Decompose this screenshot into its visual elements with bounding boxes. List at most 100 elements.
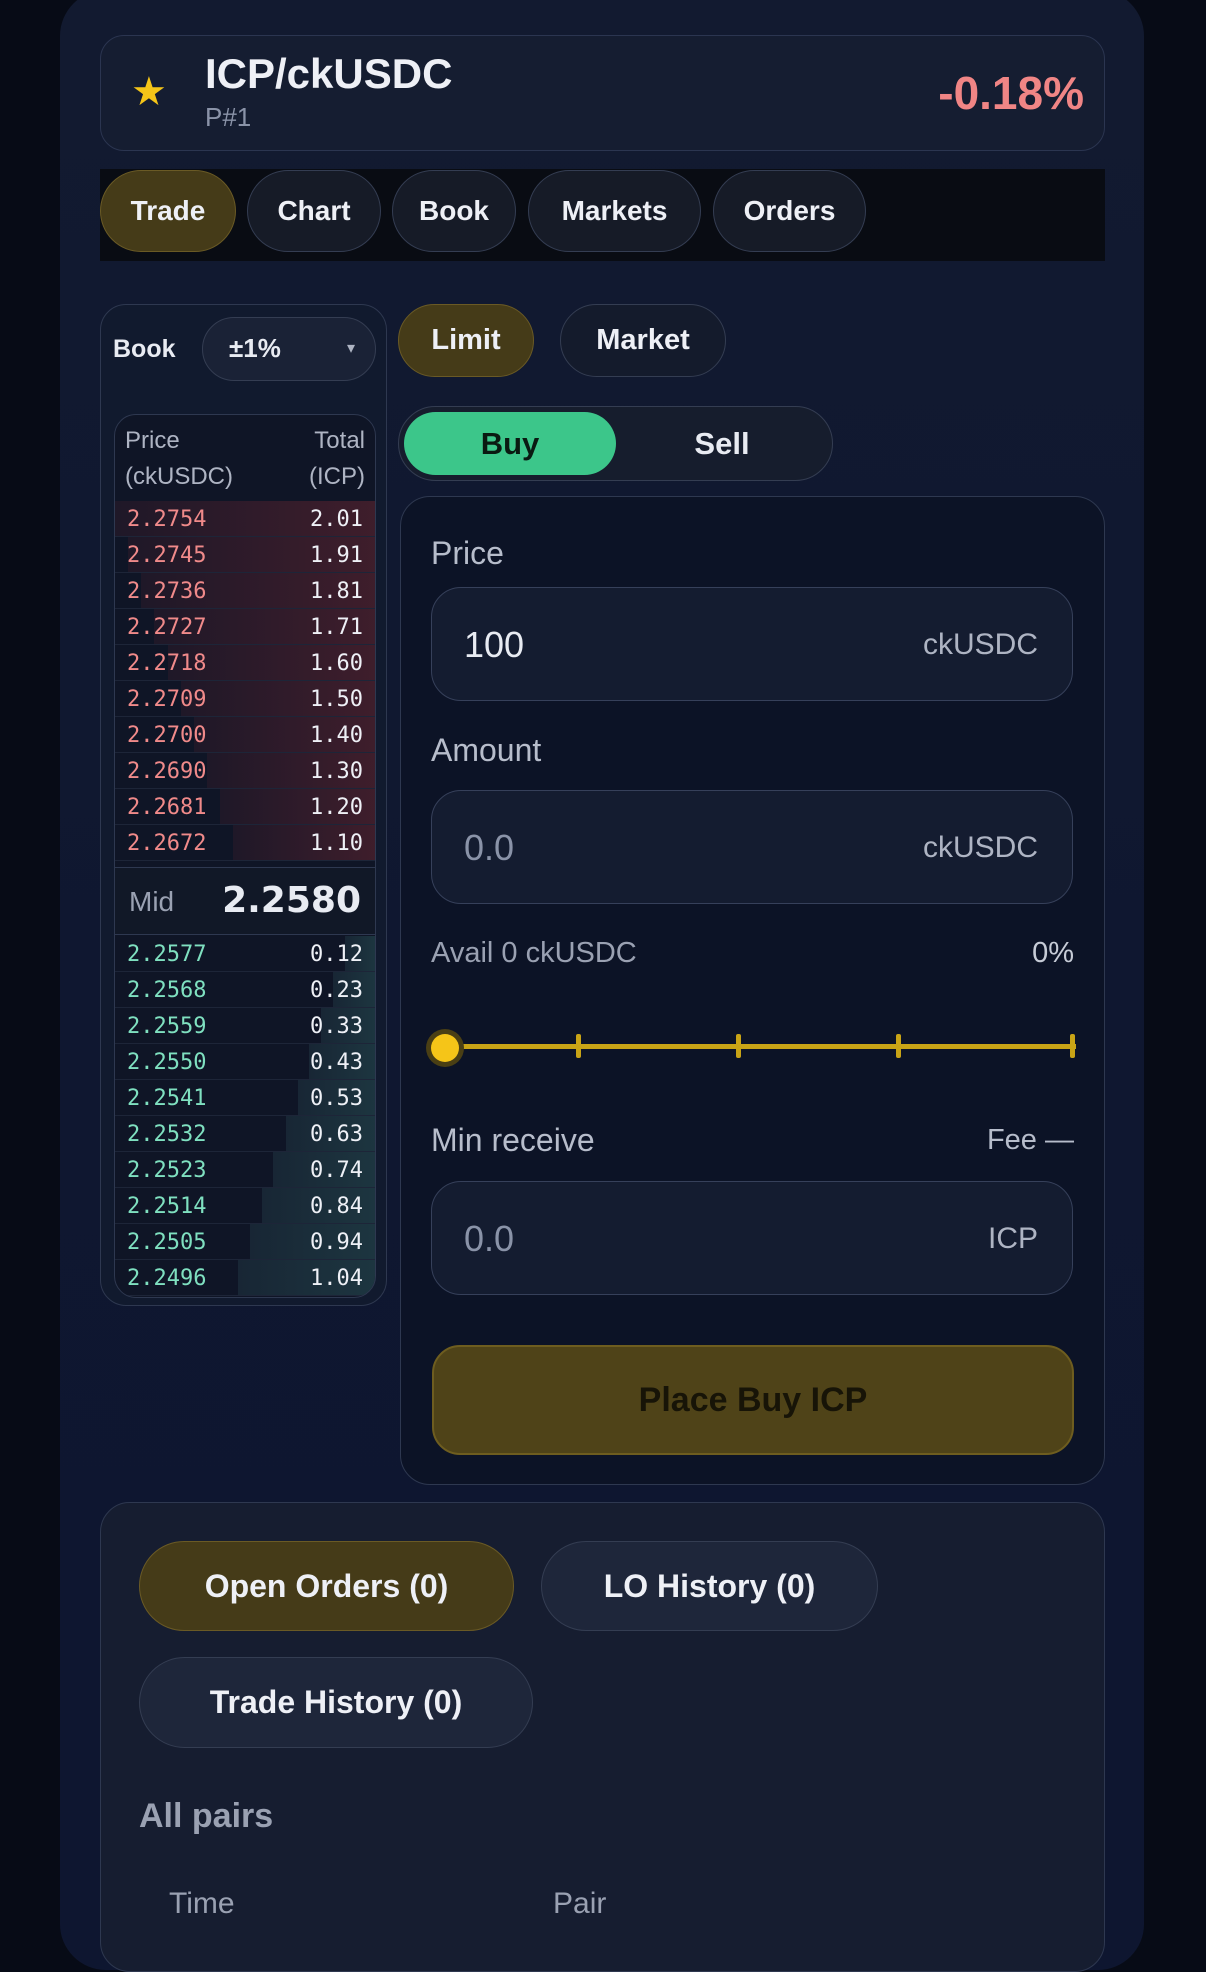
ask-depth-bar (115, 501, 375, 536)
ask-depth-bar (193, 717, 375, 752)
bid-price: 2.2514 (127, 1194, 207, 1219)
ask-row[interactable]: 2.2727 1.71 (115, 609, 375, 645)
bid-total: 0.53 (310, 1086, 363, 1111)
ask-row[interactable]: 2.2690 1.30 (115, 753, 375, 789)
ask-price: 2.2709 (127, 687, 207, 712)
ask-depth-bar (232, 825, 375, 860)
range-value: ±1% (229, 333, 281, 363)
fee-label: Fee — (986, 1124, 1074, 1156)
bid-total: 0.43 (310, 1050, 363, 1075)
ask-total: 1.71 (310, 615, 363, 640)
tab-book[interactable]: Book (392, 170, 516, 252)
ask-price: 2.2690 (127, 759, 207, 784)
bid-row[interactable]: 2.2559 0.33 (115, 1008, 375, 1044)
ask-total: 1.50 (310, 687, 363, 712)
amount-unit: ckUSDC (922, 831, 1038, 864)
ask-row[interactable]: 2.2700 1.40 (115, 717, 375, 753)
buy-button[interactable]: Buy (404, 412, 616, 475)
slider-tick[interactable] (1069, 1034, 1075, 1058)
book-table: Price (ckUSDC) Total (ICP) 2.2754 2.01 2.274… (114, 414, 376, 1298)
bid-row[interactable]: 2.2505 0.94 (115, 1224, 375, 1260)
bid-depth-bar (249, 1224, 375, 1259)
tab-bar: Trade Chart Book Markets Orders (100, 169, 1105, 261)
tab-lo-history[interactable]: LO History (0) (541, 1541, 878, 1631)
bid-price: 2.2505 (127, 1230, 207, 1255)
ask-price: 2.2718 (127, 651, 207, 676)
ask-total: 1.91 (310, 543, 363, 568)
pair-header: ★ ICP/ckUSDC P#1 -0.18% (100, 35, 1105, 151)
percent-readout: 0% (1032, 937, 1074, 969)
slider-tick[interactable] (896, 1034, 902, 1058)
price-header: Price (ckUSDC) (125, 427, 233, 490)
bid-row[interactable]: 2.2568 0.23 (115, 972, 375, 1008)
slider-handle[interactable] (431, 1034, 459, 1062)
limit-button[interactable]: Limit (398, 304, 534, 377)
tab-markets[interactable]: Markets (528, 170, 701, 252)
bid-price: 2.2550 (127, 1050, 207, 1075)
slider-tick[interactable] (735, 1034, 741, 1058)
book-label: Book (113, 335, 176, 363)
bid-total: 0.74 (310, 1158, 363, 1183)
place-order-button[interactable]: Place Buy ICP (432, 1345, 1074, 1455)
ask-row[interactable]: 2.2745 1.91 (115, 537, 375, 573)
ask-total: 2.01 (310, 507, 363, 532)
bid-row[interactable]: 2.2577 0.12 (115, 936, 375, 972)
bid-row[interactable]: 2.2550 0.43 (115, 1044, 375, 1080)
market-button[interactable]: Market (560, 304, 726, 377)
pair-title: ICP/ckUSDC (205, 50, 453, 97)
price-change: -0.18% (938, 67, 1084, 119)
tab-orders[interactable]: Orders (713, 170, 866, 252)
order-form: Price 100 ckUSDC Amount 0.0 ckUSDC Avail… (400, 496, 1105, 1485)
tab-trade[interactable]: Trade (100, 170, 236, 252)
min-receive-placeholder: 0.0 (464, 1218, 515, 1259)
price-label: Price (431, 535, 504, 571)
min-receive-label: Min receive (431, 1122, 595, 1158)
ask-depth-bar (168, 645, 375, 680)
bid-total: 1.04 (310, 1266, 363, 1291)
min-receive-unit: ICP (987, 1222, 1038, 1255)
bid-row[interactable]: 2.2523 0.74 (115, 1152, 375, 1188)
tab-trade-history[interactable]: Trade History (0) (139, 1657, 533, 1748)
bid-row[interactable]: 2.2514 0.84 (115, 1188, 375, 1224)
ask-price: 2.2672 (127, 831, 207, 856)
bid-price: 2.2559 (127, 1014, 207, 1039)
ask-row[interactable]: 2.2709 1.50 (115, 681, 375, 717)
ask-total: 1.30 (310, 759, 363, 784)
star-icon[interactable]: ★ (131, 70, 167, 114)
pair-subtitle: P#1 (205, 102, 252, 132)
available-balance: Avail 0 ckUSDC (431, 937, 637, 969)
tab-chart[interactable]: Chart (247, 170, 381, 252)
ask-row[interactable]: 2.2736 1.81 (115, 573, 375, 609)
ask-row[interactable]: 2.2718 1.60 (115, 645, 375, 681)
price-input[interactable]: 100 ckUSDC (431, 587, 1073, 701)
ask-price: 2.2736 (127, 579, 207, 604)
bid-depth-bar (286, 1116, 375, 1151)
tab-open-orders[interactable]: Open Orders (0) (139, 1541, 514, 1631)
pair-filter[interactable]: All pairs (139, 1797, 274, 1835)
column-pair: Pair (553, 1887, 607, 1920)
bid-total: 0.12 (310, 942, 363, 967)
bid-row[interactable]: 2.2496 1.04 (115, 1260, 375, 1296)
ask-depth-bar (127, 537, 375, 572)
amount-input[interactable]: 0.0 ckUSDC (431, 790, 1073, 904)
depth-range-dropdown[interactable]: ±1% ▾ (202, 317, 376, 381)
ask-total: 1.10 (310, 831, 363, 856)
sell-button[interactable]: Sell (694, 425, 750, 461)
ask-row[interactable]: 2.2681 1.20 (115, 789, 375, 825)
bid-total: 0.94 (310, 1230, 363, 1255)
amount-slider[interactable] (446, 1034, 1076, 1058)
ask-price: 2.2727 (127, 615, 207, 640)
bid-total: 0.63 (310, 1122, 363, 1147)
bid-total: 0.33 (310, 1014, 363, 1039)
order-book: Book ±1% ▾ Price (ckUSDC) Total (ICP) 2.27… (100, 304, 387, 1306)
min-receive-input[interactable]: 0.0 ICP (431, 1181, 1073, 1295)
bid-price: 2.2532 (127, 1122, 207, 1147)
bid-price: 2.2577 (127, 942, 207, 967)
ask-row[interactable]: 2.2754 2.01 (115, 501, 375, 537)
mid-price: 2.2580 (222, 880, 361, 921)
bid-row[interactable]: 2.2532 0.63 (115, 1116, 375, 1152)
ask-total: 1.81 (310, 579, 363, 604)
ask-row[interactable]: 2.2672 1.10 (115, 825, 375, 861)
bid-row[interactable]: 2.2541 0.53 (115, 1080, 375, 1116)
slider-tick[interactable] (575, 1034, 581, 1058)
